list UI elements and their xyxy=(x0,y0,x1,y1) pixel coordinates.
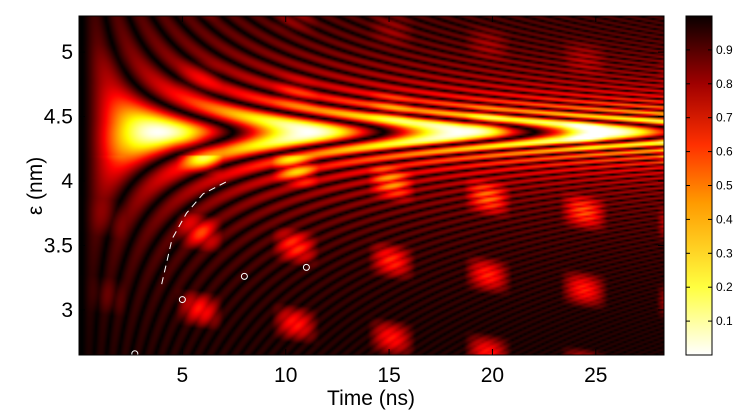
colorbar-ticks: 0.1 0.2 0.3 0.4 0.5 0.6 0.7 0.8 0.9 xyxy=(686,43,733,328)
y-axis-label: ε (nm) xyxy=(24,157,47,215)
x-axis-ticks: 5 10 15 20 25 xyxy=(177,16,607,387)
colorbar-tick-label: 0.1 xyxy=(716,314,733,328)
circle-marker xyxy=(131,350,139,355)
colorbar-tick-label: 0.6 xyxy=(716,145,733,159)
x-tick-label: 25 xyxy=(584,364,607,387)
dashed-curve xyxy=(161,180,229,285)
heatmap-image xyxy=(79,16,664,355)
x-tick-label: 10 xyxy=(274,364,297,387)
y-tick-label: 3.5 xyxy=(44,234,73,257)
y-axis-ticks: 3 3.5 4 4.5 5 xyxy=(44,41,664,322)
circle-marker xyxy=(240,272,248,280)
colorbar-tick-label: 0.9 xyxy=(716,43,733,57)
colorbar: 0.1 0.2 0.3 0.4 0.5 0.6 0.7 0.8 0.9 xyxy=(685,15,733,356)
x-tick-label: 15 xyxy=(377,364,400,387)
heatmap-plot-area xyxy=(78,15,665,356)
y-tick-label: 3 xyxy=(61,299,73,322)
x-tick-label: 5 xyxy=(177,364,189,387)
colorbar-tick-label: 0.7 xyxy=(716,111,733,125)
y-tick-label: 5 xyxy=(61,41,73,64)
colorbar-tick-label: 0.3 xyxy=(716,246,733,260)
circle-marker xyxy=(302,263,310,271)
colorbar-tick-label: 0.5 xyxy=(716,179,733,193)
colorbar-gradient xyxy=(685,15,713,356)
y-tick-label: 4.5 xyxy=(44,106,73,129)
plot-frame xyxy=(78,15,665,356)
colorbar-tick-label: 0.4 xyxy=(716,212,733,226)
y-tick-label: 4 xyxy=(61,170,73,193)
circle-marker xyxy=(178,296,186,304)
x-axis-label: Time (ns) xyxy=(327,387,415,410)
overlay-annotations xyxy=(131,180,310,355)
colorbar-tick-label: 0.2 xyxy=(716,280,733,294)
x-tick-label: 20 xyxy=(481,364,504,387)
colorbar-tick-label: 0.8 xyxy=(716,77,733,91)
